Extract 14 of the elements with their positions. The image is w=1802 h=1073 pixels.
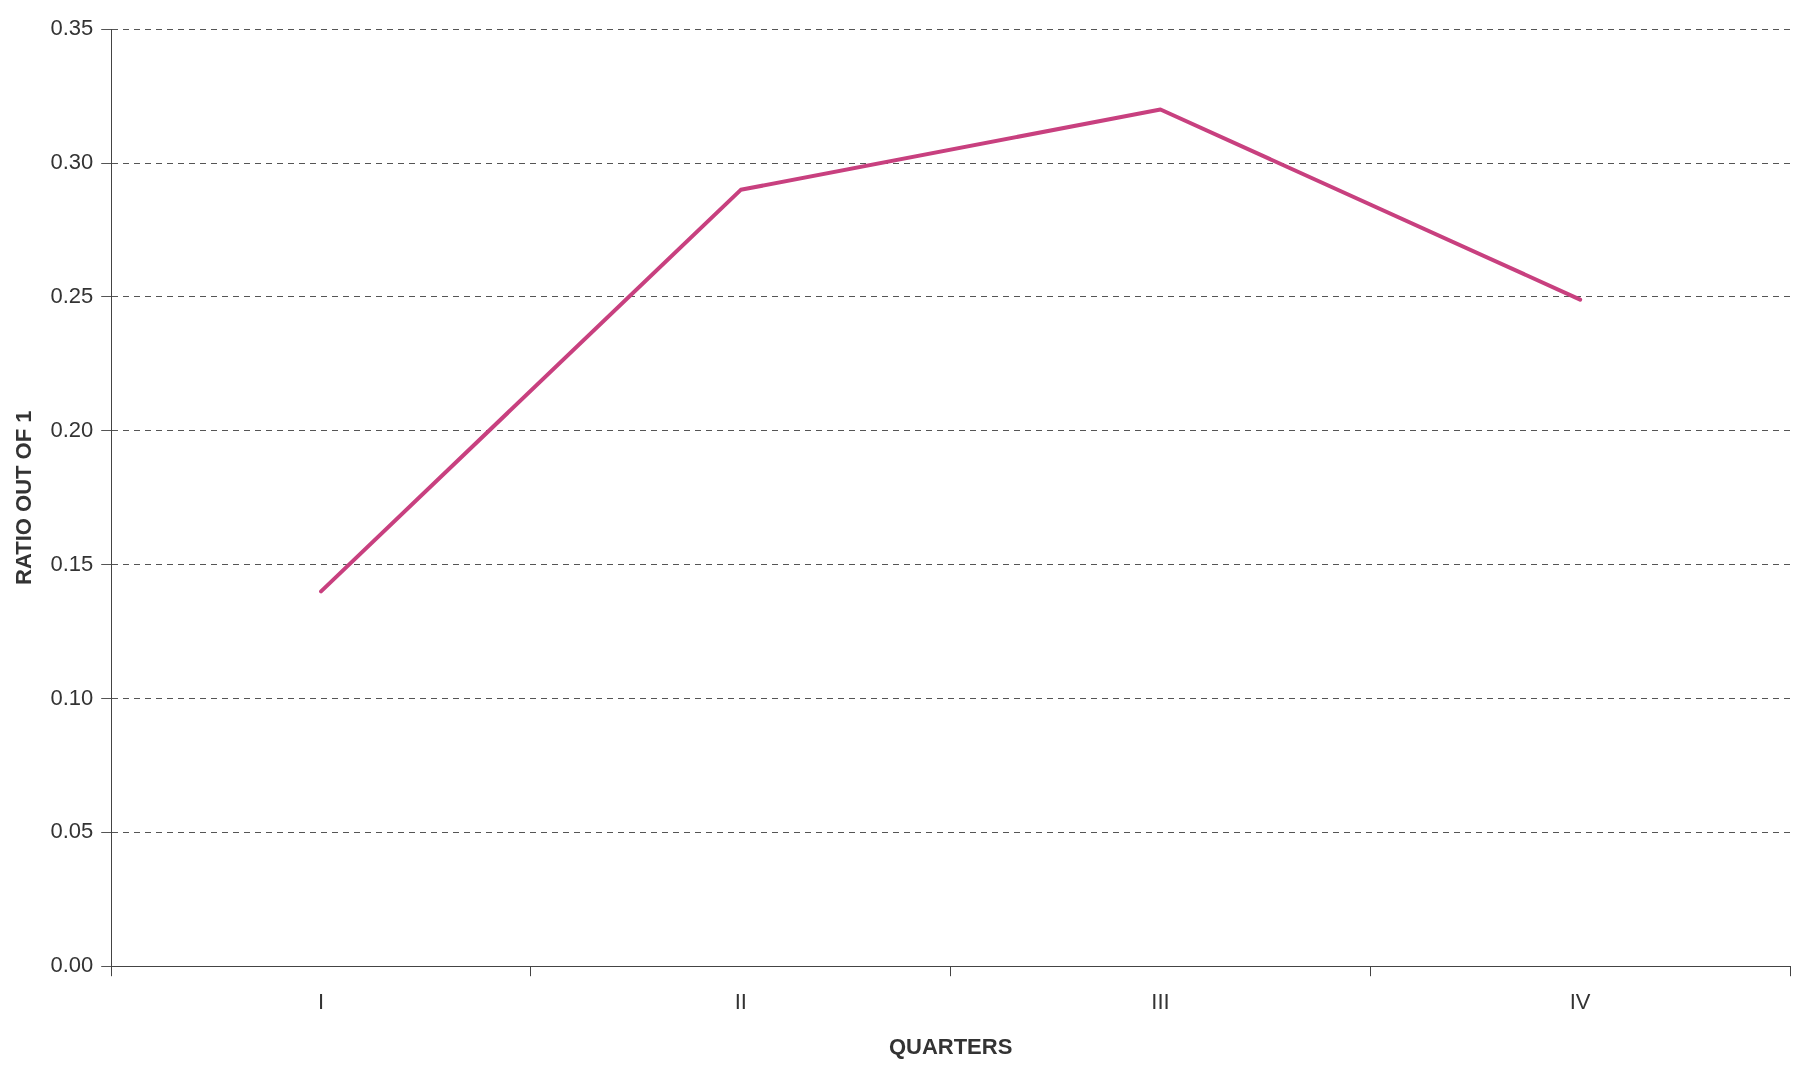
x-tick-label: II	[734, 989, 747, 1015]
x-tick-label: IV	[1569, 989, 1591, 1015]
x-tick-label: III	[1151, 989, 1170, 1015]
y-tick-label: 0.15	[50, 550, 94, 576]
x-axis-title: QUARTERS	[888, 1033, 1013, 1059]
y-tick-label: 0.10	[50, 684, 94, 710]
y-tick-label: 0.20	[50, 416, 94, 442]
y-tick-label: 0.25	[50, 282, 94, 308]
y-axis-title: RATIO OUT OF 1	[11, 410, 37, 585]
y-tick-label: 0.35	[50, 15, 94, 41]
y-tick-label: 0.00	[50, 952, 94, 978]
y-tick-label: 0.30	[50, 149, 94, 175]
x-tick-label: I	[318, 989, 325, 1015]
y-tick-label: 0.05	[50, 818, 94, 844]
